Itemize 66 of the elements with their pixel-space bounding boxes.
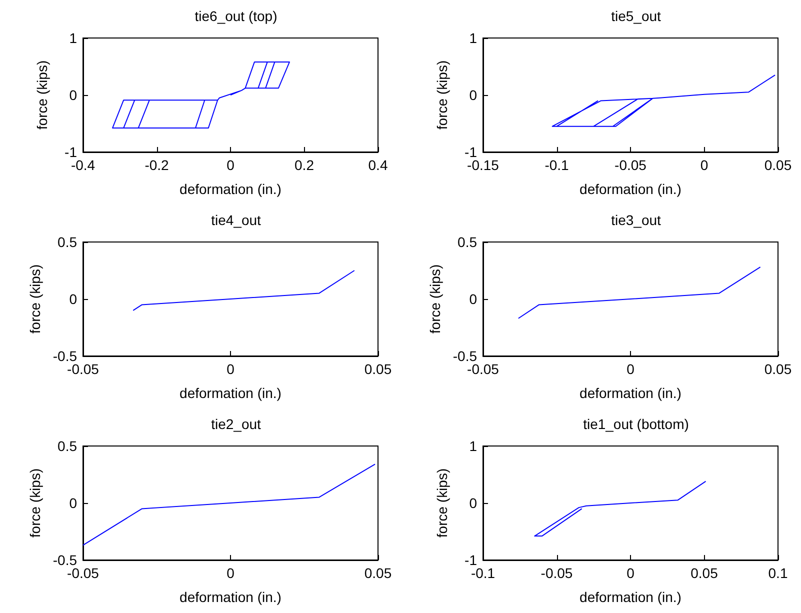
chart-title: tie5_out xyxy=(611,8,662,24)
y-tick-label: -0.5 xyxy=(452,348,478,364)
x-tick-label: 0.4 xyxy=(368,157,388,173)
x-axis-title: deformation (in.) xyxy=(580,181,682,197)
x-tick-label: -0.05 xyxy=(67,565,100,581)
y-axis-title: force (kips) xyxy=(34,60,50,130)
x-tick-label: 0 xyxy=(626,565,635,581)
x-tick-label: 0.05 xyxy=(764,361,792,377)
x-tick-label: 0 xyxy=(626,361,635,377)
y-tick-label: 0.5 xyxy=(58,234,78,250)
x-tick-label: -0.05 xyxy=(67,361,100,377)
x-tick-label: -0.05 xyxy=(540,565,573,581)
y-tick-label: 0 xyxy=(69,291,78,307)
x-tick-label: 0 xyxy=(226,565,235,581)
x-tick-label: 0 xyxy=(700,157,708,173)
y-axis-title: force (kips) xyxy=(434,60,450,130)
y-tick-label: 0 xyxy=(469,291,478,307)
y-tick-label: -1 xyxy=(464,144,478,160)
y-tick-label: -0.5 xyxy=(52,552,78,568)
y-tick-label: 0 xyxy=(469,87,478,103)
x-tick-label: 0.05 xyxy=(690,565,718,581)
x-tick-label: -0.1 xyxy=(544,157,570,173)
x-tick-label: -0.1 xyxy=(470,565,496,581)
x-tick-label: 0.05 xyxy=(364,361,392,377)
y-tick-label: 1 xyxy=(469,438,478,454)
y-tick-label: 0.5 xyxy=(58,438,78,454)
y-tick-label: 0 xyxy=(69,495,78,511)
line-series xyxy=(132,270,355,311)
x-tick-label: -0.4 xyxy=(70,157,96,173)
line-series xyxy=(534,480,706,537)
y-tick-label: -0.5 xyxy=(52,348,78,364)
y-tick-label: 0.5 xyxy=(458,234,478,250)
x-tick-label: 0 xyxy=(226,361,235,377)
y-tick-label: -1 xyxy=(64,144,78,160)
y-axis-title: force (kips) xyxy=(26,468,43,538)
line-series xyxy=(552,74,776,127)
line-series xyxy=(518,266,761,319)
x-tick-label: -0.05 xyxy=(614,157,647,173)
chart-title: tie6_out (top) xyxy=(194,8,278,24)
x-tick-label: -0.15 xyxy=(467,157,500,173)
y-tick-label: 0 xyxy=(469,495,478,511)
x-tick-label: 0.05 xyxy=(764,157,792,173)
y-axis-title: force (kips) xyxy=(434,468,450,538)
line-series xyxy=(112,61,290,129)
y-tick-label: -1 xyxy=(464,552,478,568)
y-axis-title: force (kips) xyxy=(426,264,443,334)
chart-title: tie4_out xyxy=(211,212,262,228)
x-tick-label: 0.1 xyxy=(768,565,788,581)
y-tick-label: 1 xyxy=(469,30,478,46)
x-tick-label: -0.05 xyxy=(467,361,500,377)
y-tick-label: 1 xyxy=(69,30,78,46)
x-axis-title: deformation (in.) xyxy=(580,589,682,605)
x-tick-label: 0.2 xyxy=(294,157,314,173)
y-axis-title: force (kips) xyxy=(26,264,43,334)
chart-title: tie3_out xyxy=(611,212,662,228)
x-axis-title: deformation (in.) xyxy=(180,589,282,605)
x-tick-label: 0.05 xyxy=(364,565,392,581)
x-axis-title: deformation (in.) xyxy=(180,385,282,401)
x-axis-title: deformation (in.) xyxy=(180,181,282,197)
x-tick-label: -0.2 xyxy=(144,157,170,173)
line-series xyxy=(82,464,376,546)
x-axis-title: deformation (in.) xyxy=(580,385,682,401)
x-tick-label: 0 xyxy=(226,157,235,173)
y-tick-label: 0 xyxy=(69,87,78,103)
chart-title: tie1_out (bottom) xyxy=(583,416,689,432)
chart-title: tie2_out xyxy=(211,416,262,432)
